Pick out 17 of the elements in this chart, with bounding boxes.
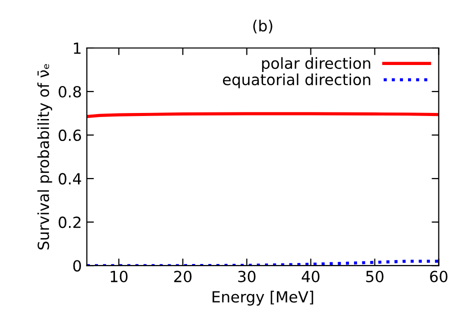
y-tick-label: 0.4	[58, 173, 82, 185]
legend-label: polar direction	[262, 57, 370, 72]
y-tick-label: 0.6	[58, 130, 82, 142]
y-axis-title: Survival probability of ν̄ₑ	[37, 64, 52, 250]
x-tick-label: 60	[430, 270, 448, 282]
y-tick-label: 0.2	[58, 216, 80, 228]
y-tick-label: 1	[74, 42, 81, 54]
x-tick-label: 40	[302, 270, 320, 282]
x-tick-label: 50	[366, 270, 384, 282]
x-tick-label: 10	[110, 270, 128, 282]
chart-title: (b)	[253, 20, 272, 34]
y-tick-label: 0	[73, 260, 81, 272]
y-tick-label: 0.8	[58, 86, 81, 98]
x-axis-title: Energy [MeV]	[212, 290, 314, 306]
legend-label: equatorial direction	[222, 73, 370, 88]
x-tick-label: 20	[174, 270, 192, 282]
x-tick-label: 30	[238, 270, 256, 282]
